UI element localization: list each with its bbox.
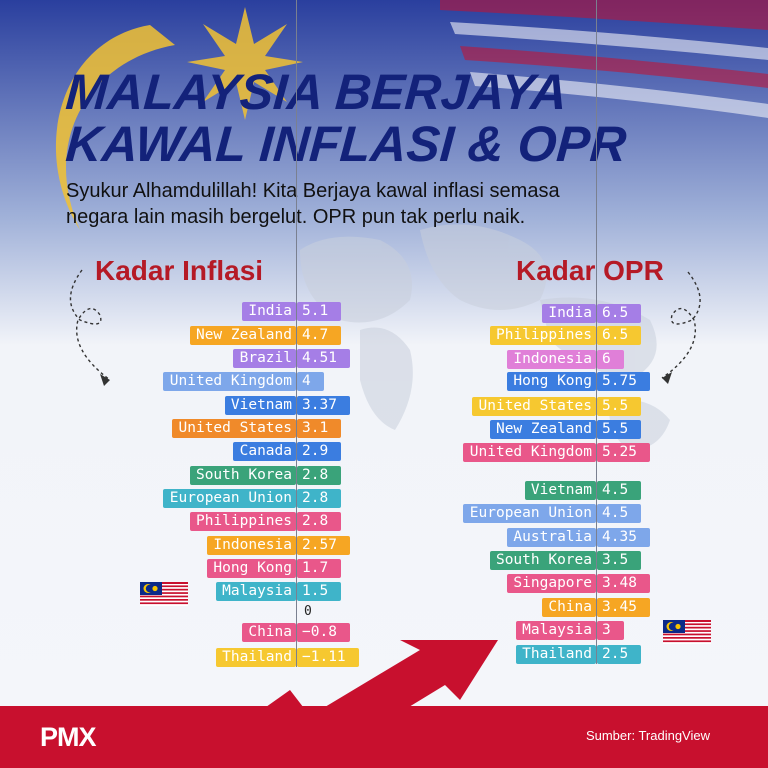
bar-value-philippines: 2.8: [297, 512, 341, 531]
bar-label-thailand: Thailand: [516, 645, 596, 664]
bar-value-united-kingdom: 5.25: [597, 443, 650, 462]
bar-label-united-kingdom: United Kingdom: [163, 372, 296, 391]
bar-value-south-korea: 2.8: [297, 466, 341, 485]
bar-label-philippines: Philippines: [190, 512, 296, 531]
bar-label-india: India: [242, 302, 296, 321]
bar-label-philippines: Philippines: [490, 326, 596, 345]
bar-value-united-states: 5.5: [597, 397, 641, 416]
opr-chart-title: Kadar OPR: [516, 255, 664, 286]
bar-value-india: 6.5: [597, 304, 641, 323]
bar-value-european-union: 4.5: [597, 504, 641, 523]
inflation-chart-title: Kadar Inflasi: [95, 255, 264, 286]
chart-axis-line: [596, 0, 597, 664]
inflation-chart: India 5.1 New Zealand 4.7 Brazil 4.51 United K…: [0, 0, 406, 672]
bar-label-united-states: United States: [172, 419, 296, 438]
bar-label-european-union: European Union: [163, 489, 296, 508]
malaysia-flag-icon: [663, 620, 711, 644]
bar-value-hong-kong: 5.75: [597, 372, 650, 391]
bar-value-malaysia: 1.5: [297, 582, 341, 601]
bar-value-china: 3.45: [597, 598, 650, 617]
chart-axis-line: [296, 0, 297, 667]
pmx-logo: PMX: [40, 722, 97, 752]
bar-label-malaysia: Malaysia: [216, 582, 296, 601]
bar-value-new-zealand: 4.7: [297, 326, 341, 345]
bar-value-indonesia: 6: [597, 350, 624, 369]
bar-value-vietnam: 3.37: [297, 396, 350, 415]
zero-tick-label: 0: [304, 604, 312, 619]
opr-chart: India 6.5 Philippines 6.5 Indonesia 6 Hong Kon…: [463, 0, 650, 664]
bar-label-indonesia: Indonesia: [207, 536, 296, 555]
dotted-arrow-right: [661, 271, 701, 379]
bar-value-hong-kong: 1.7: [297, 559, 341, 578]
bar-value-indonesia: 2.57: [297, 536, 350, 555]
bar-value-new-zealand: 5.5: [597, 420, 641, 439]
bar-label-indonesia: Indonesia: [507, 350, 596, 369]
bar-value-singapore: 3.48: [597, 574, 650, 593]
bar-label-china: China: [242, 623, 296, 642]
bar-value-vietnam: 4.5: [597, 481, 641, 500]
bar-label-hong-kong: Hong Kong: [507, 372, 596, 391]
bar-label-vietnam: Vietnam: [225, 396, 296, 415]
bar-label-australia: Australia: [507, 528, 596, 547]
bar-value-thailand: 2.5: [597, 645, 641, 664]
bar-label-south-korea: South Korea: [190, 466, 296, 485]
bar-label-canada: Canada: [233, 442, 296, 461]
bar-value-south-korea: 3.5: [597, 551, 641, 570]
dotted-arrow-left: [69, 269, 111, 381]
bar-label-vietnam: Vietnam: [525, 481, 596, 500]
bar-value-australia: 4.35: [597, 528, 650, 547]
bar-value-thailand: −1.11: [297, 648, 359, 667]
star-icon: [187, 7, 303, 120]
subtitle-line1: Syukur Alhamdulillah! Kita Berjaya kawal…: [66, 180, 560, 202]
bar-label-india: India: [542, 304, 596, 323]
bar-label-united-kingdom: United Kingdom: [463, 443, 596, 462]
bar-value-philippines: 6.5: [597, 326, 641, 345]
bar-label-brazil: Brazil: [233, 349, 296, 368]
bar-value-united-kingdom: 4: [297, 372, 324, 391]
bar-label-new-zealand: New Zealand: [490, 420, 596, 439]
bar-label-malaysia: Malaysia: [516, 621, 596, 640]
bar-label-singapore: Singapore: [507, 574, 596, 593]
bar-label-south-korea: South Korea: [490, 551, 596, 570]
bar-value-malaysia: 3: [597, 621, 624, 640]
bar-label-hong-kong: Hong Kong: [207, 559, 296, 578]
subtitle-line2: negara lain masih bergelut. OPR pun tak …: [66, 206, 526, 228]
bar-value-european-union: 2.8: [297, 489, 341, 508]
bar-label-united-states: United States: [472, 397, 596, 416]
footer-bar: [0, 706, 768, 768]
bar-value-united-states: 3.1: [297, 419, 341, 438]
bar-label-new-zealand: New Zealand: [190, 326, 296, 345]
source-credit: Sumber: TradingView: [585, 728, 710, 743]
bar-label-thailand: Thailand: [216, 648, 296, 667]
bar-value-brazil: 4.51: [297, 349, 350, 368]
bar-value-canada: 2.9: [297, 442, 341, 461]
bar-label-european-union: European Union: [463, 504, 596, 523]
bar-value-india: 5.1: [297, 302, 341, 321]
malaysia-flag-icon: [140, 582, 188, 606]
bar-value-china: −0.8: [297, 623, 350, 642]
bar-label-china: China: [542, 598, 596, 617]
